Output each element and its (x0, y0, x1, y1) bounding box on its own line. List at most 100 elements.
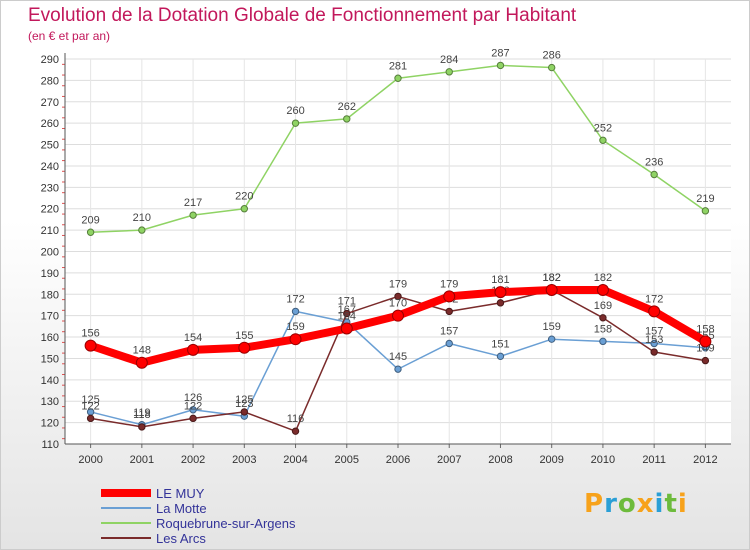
y-tick-label: 130 (41, 396, 59, 408)
y-tick-label: 190 (41, 268, 59, 280)
data-point-les-arcs (240, 408, 249, 416)
legend-label-les-arcs: Les Arcs (156, 531, 206, 546)
data-label-le-muy: 156 (81, 328, 99, 340)
data-label-le-muy: 148 (133, 345, 151, 357)
y-tick-label: 180 (41, 289, 59, 301)
y-tick-label: 280 (41, 75, 59, 87)
data-label-roquebrune-sur-argens: 217 (184, 197, 202, 209)
y-tick-label: 230 (41, 182, 59, 194)
brand-letter: r (604, 489, 618, 519)
data-label-le-muy: 179 (440, 278, 458, 290)
data-label-roquebrune-sur-argens: 284 (440, 54, 458, 66)
data-label-la-motte: 157 (645, 325, 663, 337)
data-label-les-arcs: 171 (338, 296, 356, 308)
x-tick-label: 2009 (539, 454, 563, 466)
data-point-les-arcs (650, 348, 658, 356)
data-point-les-arcs (86, 414, 95, 423)
data-label-le-muy: 159 (286, 321, 304, 333)
data-point-roquebrune-sur-argens (291, 119, 300, 127)
data-point-la-motte (189, 406, 197, 414)
x-tick-label: 2000 (78, 454, 102, 466)
data-point-le-muy (187, 343, 200, 356)
data-point-la-motte (599, 337, 607, 346)
legend-label-roquebrune-sur-argens: Roquebrune-sur-Argens (156, 516, 296, 531)
data-label-la-motte: 172 (286, 293, 304, 305)
y-tick-label: 240 (41, 161, 59, 173)
data-point-les-arcs (496, 299, 505, 307)
data-point-la-motte (650, 339, 658, 348)
y-tick-label: 210 (41, 225, 59, 237)
x-tick-label: 2010 (591, 454, 615, 466)
data-label-le-muy: 182 (594, 272, 612, 284)
data-label-les-arcs: 149 (696, 343, 714, 355)
data-point-le-muy (443, 290, 456, 303)
y-tick-label: 120 (41, 418, 59, 430)
data-label-la-motte: 126 (184, 392, 202, 404)
data-label-la-motte: 123 (235, 398, 253, 410)
data-point-le-muy (238, 341, 251, 354)
data-label-le-muy: 172 (645, 293, 663, 305)
data-point-le-muy (699, 335, 712, 348)
data-label-les-arcs: 122 (184, 400, 202, 412)
y-tick-label: 200 (41, 247, 59, 259)
brand-letter: i (654, 489, 665, 519)
brand-letter: P (584, 489, 605, 519)
data-label-la-motte: 125 (81, 394, 99, 406)
data-label-les-arcs: 116 (287, 413, 305, 425)
data-point-roquebrune-sur-argens (650, 170, 658, 179)
data-point-le-muy (545, 284, 558, 296)
data-point-les-arcs (138, 423, 146, 431)
data-label-le-muy: 182 (543, 272, 561, 284)
x-tick-label: 2001 (130, 454, 154, 466)
y-tick-label: 220 (41, 204, 59, 216)
data-label-le-muy: 158 (696, 323, 714, 335)
data-label-la-motte: 159 (543, 321, 561, 333)
data-label-les-arcs: 169 (594, 300, 612, 312)
legend-label-le-muy: LE MUY (156, 486, 205, 501)
data-point-roquebrune-sur-argens (445, 68, 453, 76)
data-label-roquebrune-sur-argens: 210 (133, 212, 151, 224)
x-tick-label: 2004 (283, 454, 307, 466)
brand-logo: Proxiti (584, 489, 688, 519)
data-label-les-arcs: 153 (645, 334, 663, 346)
data-point-le-muy (84, 339, 97, 352)
data-point-les-arcs (343, 309, 351, 318)
data-point-roquebrune-sur-argens (599, 136, 607, 144)
data-point-roquebrune-sur-argens (240, 205, 249, 213)
y-tick-label: 260 (41, 118, 59, 130)
legend-label-la-motte: La Motte (156, 501, 207, 516)
data-label-roquebrune-sur-argens: 219 (696, 193, 714, 205)
x-tick-label: 2002 (181, 454, 205, 466)
brand-letter: i (677, 489, 688, 519)
data-label-roquebrune-sur-argens: 252 (594, 122, 612, 134)
y-tick-label: 170 (41, 311, 59, 323)
data-point-la-motte (291, 307, 300, 316)
y-tick-label: 140 (41, 375, 59, 387)
chart-subtitle: (en € et par an) (28, 29, 111, 43)
data-point-roquebrune-sur-argens (547, 63, 556, 72)
data-label-roquebrune-sur-argens: 286 (543, 50, 561, 62)
data-label-la-motte: 145 (389, 351, 407, 363)
data-point-le-muy (494, 286, 507, 299)
data-point-le-muy (596, 284, 609, 296)
x-tick-label: 2003 (232, 454, 256, 466)
data-label-le-muy: 170 (389, 298, 407, 310)
data-point-roquebrune-sur-argens (189, 211, 197, 219)
data-label-les-arcs: 179 (389, 278, 407, 290)
data-point-les-arcs (445, 307, 453, 316)
data-point-les-arcs (599, 314, 607, 322)
data-point-le-muy (392, 309, 404, 322)
chart-title: Evolution de la Dotation Globale de Fonc… (28, 5, 577, 26)
data-label-roquebrune-sur-argens: 262 (338, 101, 356, 113)
data-point-roquebrune-sur-argens (86, 228, 95, 236)
data-point-la-motte (496, 352, 505, 361)
data-point-les-arcs (189, 414, 197, 423)
brand-letter: x (636, 489, 655, 519)
data-label-le-muy: 154 (184, 332, 202, 344)
data-label-le-muy: 155 (235, 330, 253, 342)
y-tick-label: 150 (41, 353, 59, 365)
data-point-roquebrune-sur-argens (394, 74, 402, 82)
data-label-la-motte: 151 (491, 338, 509, 350)
x-tick-label: 2011 (642, 454, 666, 466)
